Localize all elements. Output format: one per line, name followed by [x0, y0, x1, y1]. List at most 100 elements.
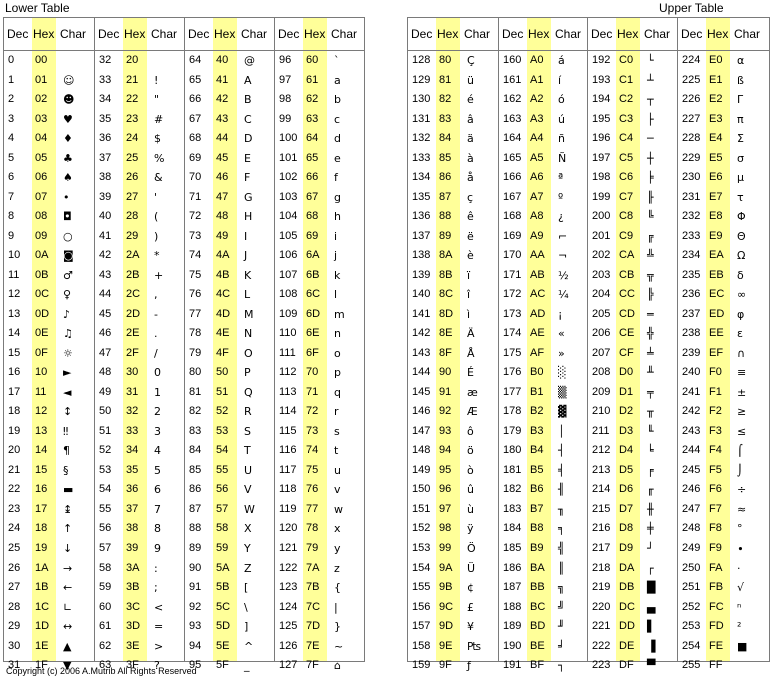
table-row: 90 5A Z [185, 559, 274, 579]
hex-cell: BC [530, 600, 546, 613]
hex-cell: D4 [619, 444, 634, 457]
hex-cell: 7B [306, 581, 320, 594]
hex-cell: C6 [619, 171, 634, 184]
char-cell: ╠ [647, 288, 654, 302]
header-char: Char [60, 27, 87, 41]
hex-cell: 73 [306, 424, 319, 437]
dec-cell: 230 [682, 171, 701, 184]
char-cell: ╡ [558, 463, 565, 477]
dec-cell: 132 [412, 132, 431, 145]
char-cell: k [334, 268, 341, 282]
char-cell: 0 [154, 366, 161, 380]
table-row: 19 13 ‼ [4, 422, 94, 442]
hex-cell: 87 [439, 190, 452, 203]
table-row: 67 43 C [185, 110, 274, 130]
dec-cell: 195 [592, 112, 611, 125]
dec-cell: 88 [189, 522, 202, 535]
hex-cell: DC [619, 600, 635, 613]
hex-cell: F6 [709, 483, 722, 496]
hex-cell: 42 [216, 93, 229, 106]
table-row: 15 0F ☼ [4, 344, 94, 364]
char-cell: ó [558, 93, 565, 107]
dec-cell: 169 [503, 229, 522, 242]
dec-cell: 45 [99, 307, 112, 320]
char-cell: └ [647, 54, 654, 67]
hex-cell: 93 [439, 424, 452, 437]
char-cell: i [334, 229, 338, 243]
char-cell: [ [244, 581, 249, 595]
dec-cell: 207 [592, 346, 611, 359]
dec-cell: 73 [189, 229, 202, 242]
table-row: 41 29) [95, 227, 184, 247]
dec-cell: 20 [8, 444, 21, 457]
dec-cell: 34 [99, 93, 112, 106]
table-row: 49 31 1 [95, 383, 184, 403]
hex-cell: 83 [439, 112, 452, 125]
dec-cell: 166 [503, 171, 522, 184]
char-cell: ╣ [558, 542, 565, 555]
table-row: 232 E8 Φ [678, 207, 769, 227]
char-cell: _ [244, 659, 250, 673]
char-cell: 5 [154, 463, 161, 477]
table-row: 1 01 ☺ [4, 71, 94, 91]
char-cell: = [154, 620, 164, 634]
hex-cell: 48 [216, 210, 229, 223]
hex-cell: EB [709, 268, 724, 281]
dec-cell: 206 [592, 327, 611, 340]
dec-cell: 232 [682, 210, 701, 223]
dec-cell: 122 [279, 561, 298, 574]
dec-cell: 228 [682, 132, 701, 145]
hex-cell: DA [619, 561, 635, 574]
char-cell: ┼ [647, 151, 654, 165]
dec-cell: 22 [8, 483, 21, 496]
char-cell: ╪ [647, 522, 654, 536]
table-row: 34 22 " [95, 90, 184, 110]
dec-cell: 145 [412, 385, 431, 398]
char-cell: ╜ [558, 620, 565, 634]
table-row: 139 8B ï [408, 266, 498, 286]
table-row: 236 EC ∞ [678, 285, 769, 305]
hex-cell: FF [709, 659, 723, 672]
table-row: 136 88 ê [408, 207, 498, 227]
hex-cell: A0 [530, 54, 544, 66]
char-cell: Ç [467, 54, 475, 67]
dec-cell: 136 [412, 210, 431, 223]
dec-cell: 221 [592, 620, 611, 633]
char-cell: É [467, 366, 474, 380]
char-cell: ! [154, 73, 159, 87]
hex-cell: 4E [216, 327, 230, 340]
char-cell: Ä [467, 327, 475, 341]
dec-cell: 57 [99, 542, 112, 554]
table-row: 162 A2 ó [499, 90, 587, 110]
hex-cell: B3 [530, 424, 544, 437]
char-cell: ╒ [647, 463, 654, 477]
hex-cell: 5B [216, 581, 230, 594]
char-cell: B [244, 93, 252, 107]
table-row: 176 B0 ░ [499, 363, 587, 383]
dec-cell: 86 [189, 483, 202, 496]
lower-table-title: Lower Table [5, 1, 70, 15]
column-header-row: Dec Hex Char [499, 18, 587, 51]
char-cell: ^ [244, 639, 254, 653]
dec-cell: 123 [279, 581, 298, 594]
header-hex: Hex [437, 27, 459, 41]
hex-cell: 84 [439, 132, 452, 145]
table-row: 52 34 4 [95, 441, 184, 461]
char-cell: ┌ [647, 561, 654, 575]
table-row: 20 14 ¶ [4, 441, 94, 461]
table-row: 76 4C L [185, 285, 274, 305]
hex-cell: 6D [306, 307, 321, 320]
column-header-row: Dec Hex Char [408, 18, 498, 51]
table-row: 205 CD ═ [588, 305, 677, 325]
table-row: 56 38 8 [95, 519, 184, 539]
char-cell: V [244, 483, 252, 497]
dec-cell: 11 [8, 268, 20, 281]
char-cell: ↨ [63, 502, 73, 516]
char-cell: º [558, 190, 564, 204]
char-cell: N [244, 327, 253, 341]
table-row: 42 2A * [95, 246, 184, 266]
char-cell: ─ [647, 132, 654, 146]
hex-cell: 59 [216, 542, 229, 554]
hex-cell: 98 [439, 522, 452, 535]
hex-cell: 6F [306, 346, 319, 359]
